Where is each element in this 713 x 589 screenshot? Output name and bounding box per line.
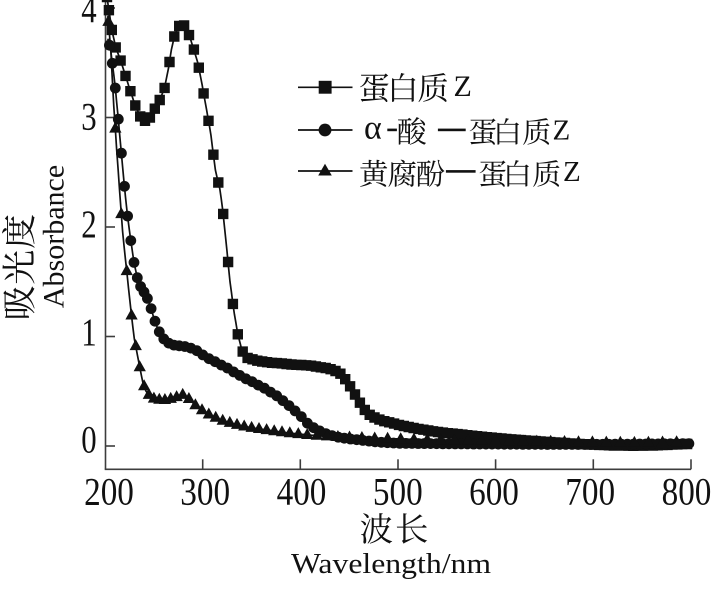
svg-text:1: 1 [81,310,96,353]
svg-text:400: 400 [277,470,327,513]
svg-text:Z: Z [563,156,581,188]
svg-text:3: 3 [81,95,96,138]
svg-text:Z: Z [454,70,472,103]
svg-text:200: 200 [84,470,134,513]
svg-text:600: 600 [469,470,519,513]
svg-text:800: 800 [662,470,712,513]
svg-text:500: 500 [373,470,423,513]
svg-text:300: 300 [180,470,230,513]
svg-text:2: 2 [81,203,96,246]
svg-text:700: 700 [565,470,615,513]
svg-text:α: α [364,110,382,147]
svg-text:Z: Z [553,115,571,147]
svg-text:4: 4 [81,0,97,31]
svg-text:Wavelength/nm: Wavelength/nm [291,547,492,579]
svg-text:0: 0 [81,418,96,461]
svg-text:Absorbance: Absorbance [37,165,70,308]
